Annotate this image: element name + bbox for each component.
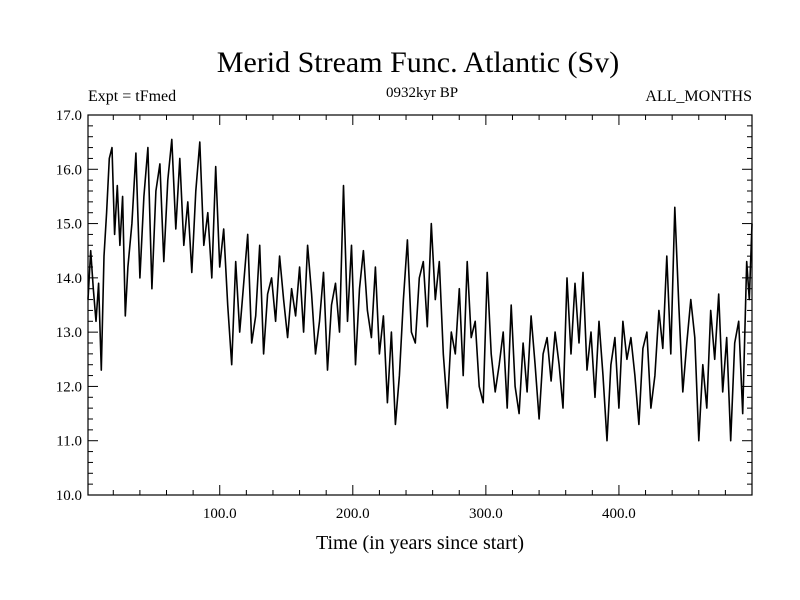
series-line-0 [87, 138, 753, 442]
experiment-label: Expt = tFmed [88, 88, 176, 105]
x-tick-label: 400.0 [602, 506, 636, 522]
x-tick-label: 300.0 [469, 506, 503, 522]
y-tick-label: 15.0 [56, 217, 82, 233]
plot-area [87, 114, 753, 496]
y-tick-label: 17.0 [56, 108, 82, 124]
period-label: 0932kyr BP [386, 85, 458, 101]
months-label: ALL_MONTHS [645, 88, 752, 105]
x-tick-label: 200.0 [336, 506, 370, 522]
tick-labels: 100.0 200.0 300.0 400.0 10.0 11.0 12.0 13.0 14.0… [56, 108, 636, 522]
chart-title: Merid Stream Func. Atlantic (Sv) [217, 46, 619, 79]
y-tick-label: 14.0 [56, 271, 82, 287]
y-tick-label: 16.0 [56, 162, 82, 178]
x-axis-label: Time (in years since start) [316, 532, 524, 554]
y-tick-label: 10.0 [56, 488, 82, 504]
y-tick-label: 13.0 [56, 325, 82, 341]
x-tick-label: 100.0 [203, 506, 237, 522]
axis-ticks [88, 114, 752, 496]
y-tick-label: 11.0 [56, 434, 82, 450]
y-tick-label: 12.0 [56, 379, 82, 395]
plot-frame [87, 114, 753, 496]
